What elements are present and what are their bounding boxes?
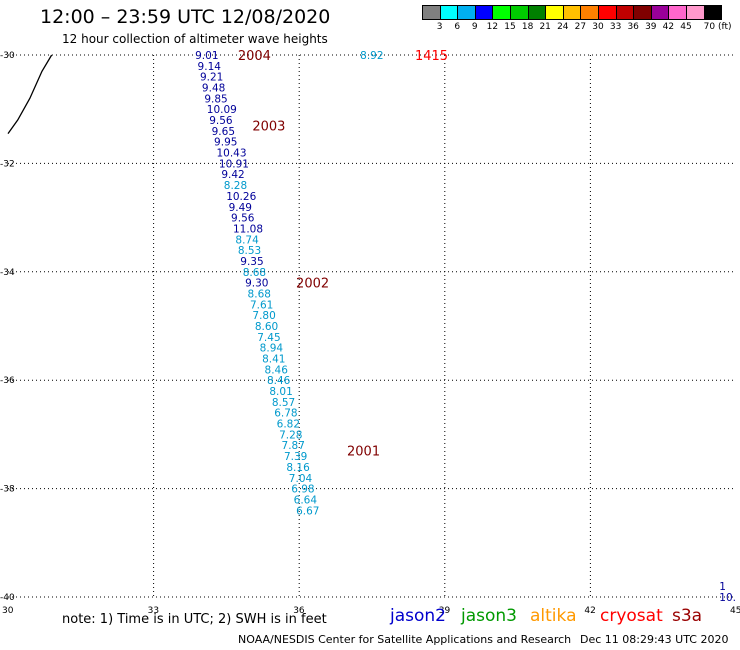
y-tick-label: -40 (0, 593, 15, 603)
wave-height-value: 9.49 (229, 202, 252, 214)
pass-time-label: 2003 (252, 119, 285, 134)
wave-height-value: 9.48 (202, 83, 225, 95)
wave-height-value: 9.56 (209, 115, 233, 127)
wave-height-value: 8.68 (243, 267, 266, 279)
x-tick-label: 36 (293, 606, 305, 616)
y-tick-label: -30 (0, 51, 15, 61)
wave-height-value: 7.87 (282, 440, 305, 452)
satellite-s3a: s3a (672, 606, 703, 626)
wave-height-value: 8.01 (269, 386, 292, 398)
wave-height-value: 6.82 (277, 419, 300, 431)
colorbar-label: 15 (504, 22, 516, 32)
wave-height-value: 8.94 (260, 343, 284, 355)
wave-height-value: 6.64 (294, 494, 318, 506)
pass-time-label: 2004 (238, 49, 271, 64)
wave-height-value: 1 (719, 581, 726, 593)
wave-height-value: 9.95 (214, 137, 237, 149)
footer-note: note: 1) Time is in UTC; 2) SWH is in fe… (62, 612, 327, 627)
wave-height-value: 9.65 (212, 126, 235, 138)
wave-height-value: 7.45 (257, 332, 280, 344)
pass-time-label: 2002 (296, 277, 329, 292)
wave-height-value: 10.91 (219, 158, 249, 170)
colorbar-label: 45 (680, 22, 692, 32)
wave-height-value: 11.08 (233, 223, 263, 235)
wave-height-value: 10.26 (226, 191, 256, 203)
wave-height-value: 8.16 (286, 462, 310, 474)
wave-height-value: 9.56 (231, 213, 255, 225)
colorbar-label: 27 (574, 22, 587, 32)
wave-height-value: 8.46 (265, 364, 289, 376)
coastline (7, 54, 53, 134)
x-tick-label: 42 (584, 606, 595, 616)
satellite-cryosat: cryosat (600, 606, 663, 626)
colorbar-label: 3 (436, 22, 443, 32)
wave-height-value: 10.43 (216, 148, 246, 160)
wave-height-value: 6.78 (274, 408, 297, 420)
colorbar-label: 24 (557, 22, 569, 32)
satellite-jason2: jason2 (390, 606, 446, 626)
wave-height-value: 7.61 (250, 299, 273, 311)
colorbar-label: 30 (592, 22, 604, 32)
wave-height-value: 8.46 (267, 375, 291, 387)
wave-height-value: 7.28 (279, 429, 302, 441)
colorbar-label: 21 (539, 22, 551, 32)
satellite-altika: altika (530, 606, 577, 626)
chart-title: 12:00 – 23:59 UTC 12/08/2020 (40, 6, 331, 28)
colorbar-label: 36 (627, 22, 639, 32)
timestamp-text: Dec 11 08:29:43 UTC 2020 (580, 633, 729, 646)
wave-height-value: 8.74 (235, 234, 259, 246)
y-tick-label: -32 (0, 159, 15, 169)
wave-height-value: 8.60 (255, 321, 278, 333)
wave-height-value: 9.30 (245, 278, 268, 290)
x-tick-label: 30 (2, 606, 14, 616)
y-tick-label: -34 (0, 268, 15, 278)
colorbar-label: 33 (609, 22, 622, 32)
wave-height-value: 7.04 (289, 473, 313, 485)
colorbar-label: 42 (662, 22, 675, 32)
colorbar-label: 9 (471, 22, 478, 32)
wave-height-value: 6.98 (291, 484, 314, 496)
wave-height-value: 9.42 (221, 169, 244, 181)
colorbar-label: 18 (521, 22, 534, 32)
wave-height-value: 9.01 (195, 50, 218, 62)
pass-time-label: 1415 (415, 49, 448, 64)
wave-height-value: 9.85 (204, 93, 227, 105)
wave-height-value: 9.14 (198, 61, 222, 73)
wave-height-value: 9.35 (240, 256, 263, 268)
wave-height-value: 10. (719, 592, 736, 604)
x-tick-label: 45 (730, 606, 740, 616)
wave-height-value: 8.92 (360, 50, 383, 62)
colorbar-label: 6 (454, 22, 461, 32)
wave-height-value: 9.21 (200, 72, 223, 84)
wave-height-value: 8.53 (238, 245, 261, 257)
wave-height-value: 6.67 (296, 505, 319, 517)
y-tick-label: -36 (0, 376, 15, 386)
colorbar-label: 12 (486, 22, 499, 32)
wave-height-value: 8.68 (248, 288, 271, 300)
x-tick-label: 33 (148, 606, 159, 616)
wave-height-value: 8.41 (262, 354, 285, 366)
wave-height-value: 7.80 (252, 310, 275, 322)
y-tick-label: -38 (0, 485, 15, 495)
colorbar-label: 39 (645, 22, 657, 32)
wave-height-value: 10.09 (207, 104, 237, 116)
wave-height-value: 8.28 (224, 180, 247, 192)
colorbar-swatch (703, 5, 723, 20)
satellite-jason3: jason3 (461, 606, 517, 626)
credit-text: NOAA/NESDIS Center for Satellite Applica… (238, 633, 572, 646)
pass-time-label: 2001 (347, 445, 380, 460)
x-tick-label: 39 (439, 606, 451, 616)
chart-subtitle: 12 hour collection of altimeter wave hei… (62, 32, 328, 46)
colorbar-label: 70 (ft) (703, 22, 732, 32)
wave-height-value: 7.39 (284, 451, 307, 463)
wave-height-value: 8.57 (272, 397, 295, 409)
